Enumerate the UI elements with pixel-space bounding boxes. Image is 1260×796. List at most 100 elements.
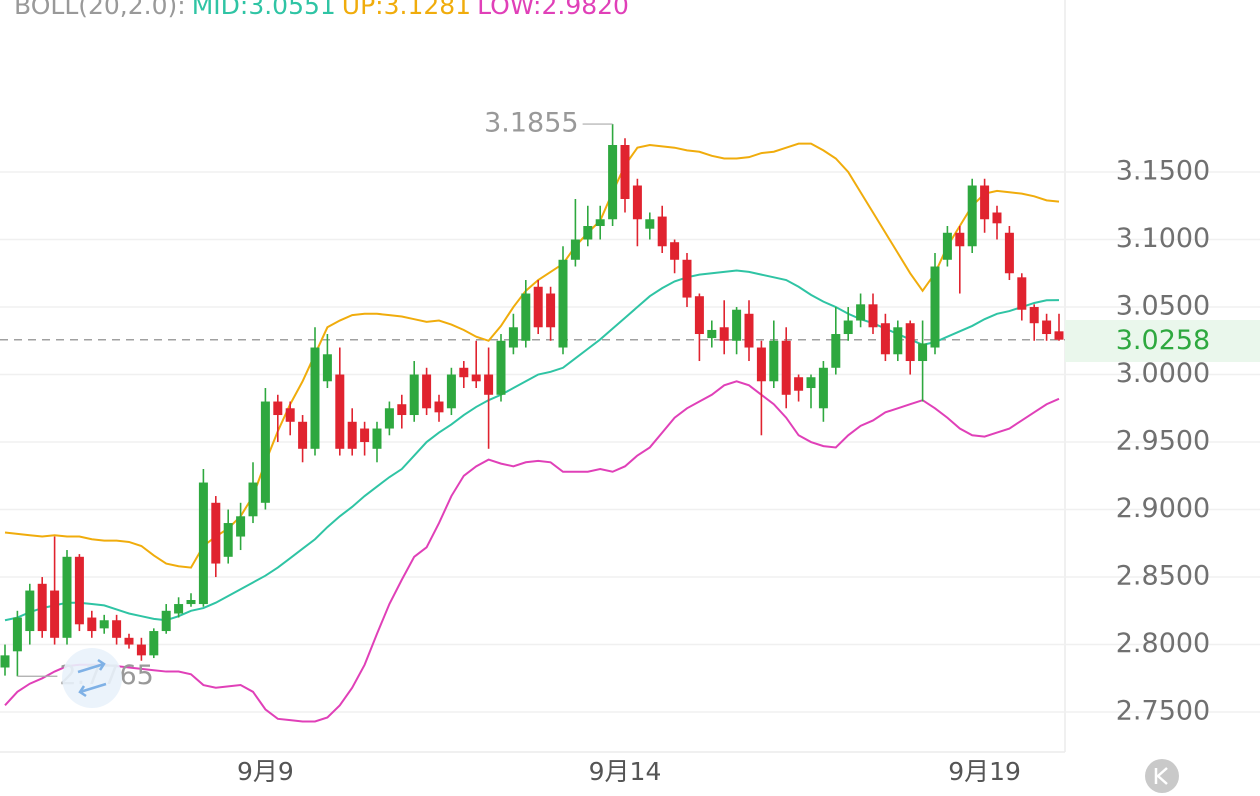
candle-body (484, 374, 494, 395)
candle-body (558, 259, 568, 348)
candle-body (446, 374, 456, 409)
swap-icon (62, 648, 122, 708)
legend-entry: UP:3.1281 (342, 0, 471, 20)
candle-body (806, 377, 816, 389)
y-tick-label: 3.0000 (1116, 358, 1210, 389)
last-price-label: 3.0258 (1116, 325, 1210, 356)
candle-body (620, 145, 630, 200)
candle-body (744, 313, 754, 348)
candle-body (570, 239, 580, 260)
candle-body (322, 354, 332, 382)
candle-body (670, 242, 680, 260)
y-tick-label: 3.0500 (1116, 291, 1210, 322)
candle-body (719, 327, 729, 341)
icon-bg (62, 648, 122, 708)
candle-body (347, 421, 357, 449)
y-tick-label: 3.1000 (1116, 223, 1210, 254)
candle-body (285, 408, 295, 422)
y-tick-label: 2.9000 (1116, 493, 1210, 524)
candle-body (694, 296, 704, 335)
y-tick-label: 2.9500 (1116, 426, 1210, 457)
y-tick-label: 3.1500 (1116, 156, 1210, 187)
candle-body (856, 304, 866, 321)
candle-body (1042, 320, 1052, 335)
indicator-name: BOLL(20,2.0): (14, 0, 186, 20)
candle-body (149, 631, 159, 656)
candle-body (471, 374, 481, 382)
x-tick-label: 9月14 (589, 757, 662, 786)
candle-body (657, 216, 667, 247)
candle-body (967, 185, 977, 247)
candle-body (992, 212, 1002, 224)
candle-body (930, 266, 940, 348)
candle-body (37, 583, 47, 632)
candle-body (161, 610, 171, 632)
candle-body (546, 293, 556, 328)
candle-body (459, 367, 469, 378)
candle-body (831, 334, 841, 368)
candle-body (186, 600, 196, 605)
candle-body (409, 374, 419, 416)
candle-body (260, 401, 270, 503)
band-line (4, 380, 1060, 723)
candle-body (818, 367, 828, 409)
candle-body (397, 404, 407, 416)
candle-body (496, 340, 506, 395)
y-tick-label: 2.8500 (1116, 561, 1210, 592)
candle-body (335, 374, 345, 449)
candle-body (533, 286, 543, 328)
candle-body (508, 327, 518, 348)
candle-body (62, 556, 72, 638)
candle-body (310, 347, 320, 449)
x-tick-label: 9月19 (948, 757, 1021, 786)
candle-body (769, 340, 779, 382)
x-tick-label: 9月9 (237, 757, 294, 786)
candle-body (12, 617, 22, 652)
candle-body (756, 347, 766, 382)
candle-body (298, 421, 308, 449)
y-tick-label: 2.7500 (1116, 696, 1210, 727)
candle-body (0, 655, 10, 668)
candle-body (223, 523, 233, 557)
candle-body (880, 323, 890, 355)
candle-body (112, 620, 122, 638)
candle-body (595, 219, 605, 227)
candle-body (50, 590, 60, 638)
candle-body (955, 232, 965, 247)
candle-body (707, 329, 717, 339)
k-button[interactable] (1145, 759, 1179, 793)
candle-body (248, 482, 258, 517)
candle-body (360, 428, 370, 443)
candle-body (918, 343, 928, 362)
candle-body (980, 185, 990, 220)
candle-body (732, 309, 742, 341)
grid (0, 171, 1260, 713)
candle-body (174, 604, 184, 614)
candle-body (521, 293, 531, 341)
candle-body (87, 617, 97, 632)
candle-body (608, 145, 618, 220)
k-glyph[interactable] (1154, 767, 1168, 785)
candle-body (25, 590, 35, 632)
candle-body (372, 428, 382, 449)
high-label: 3.1855 (484, 108, 578, 139)
candle-body (1029, 307, 1039, 324)
candle-body (236, 516, 246, 537)
candle-body (781, 340, 791, 395)
k-circle[interactable] (1145, 759, 1179, 793)
price-badge (1065, 320, 1260, 362)
candle-body (1017, 277, 1027, 310)
icon-arrows (77, 658, 107, 698)
candle-body (434, 401, 444, 413)
candle-body (583, 226, 593, 240)
candle-body (422, 374, 432, 409)
candle-body (136, 644, 146, 656)
candle-body (893, 327, 903, 355)
candle-body (868, 304, 878, 328)
candle-body (198, 482, 208, 605)
candle-body (1054, 331, 1064, 340)
candle-body (645, 219, 655, 229)
candle-body (632, 185, 642, 220)
candle-body (942, 232, 952, 260)
